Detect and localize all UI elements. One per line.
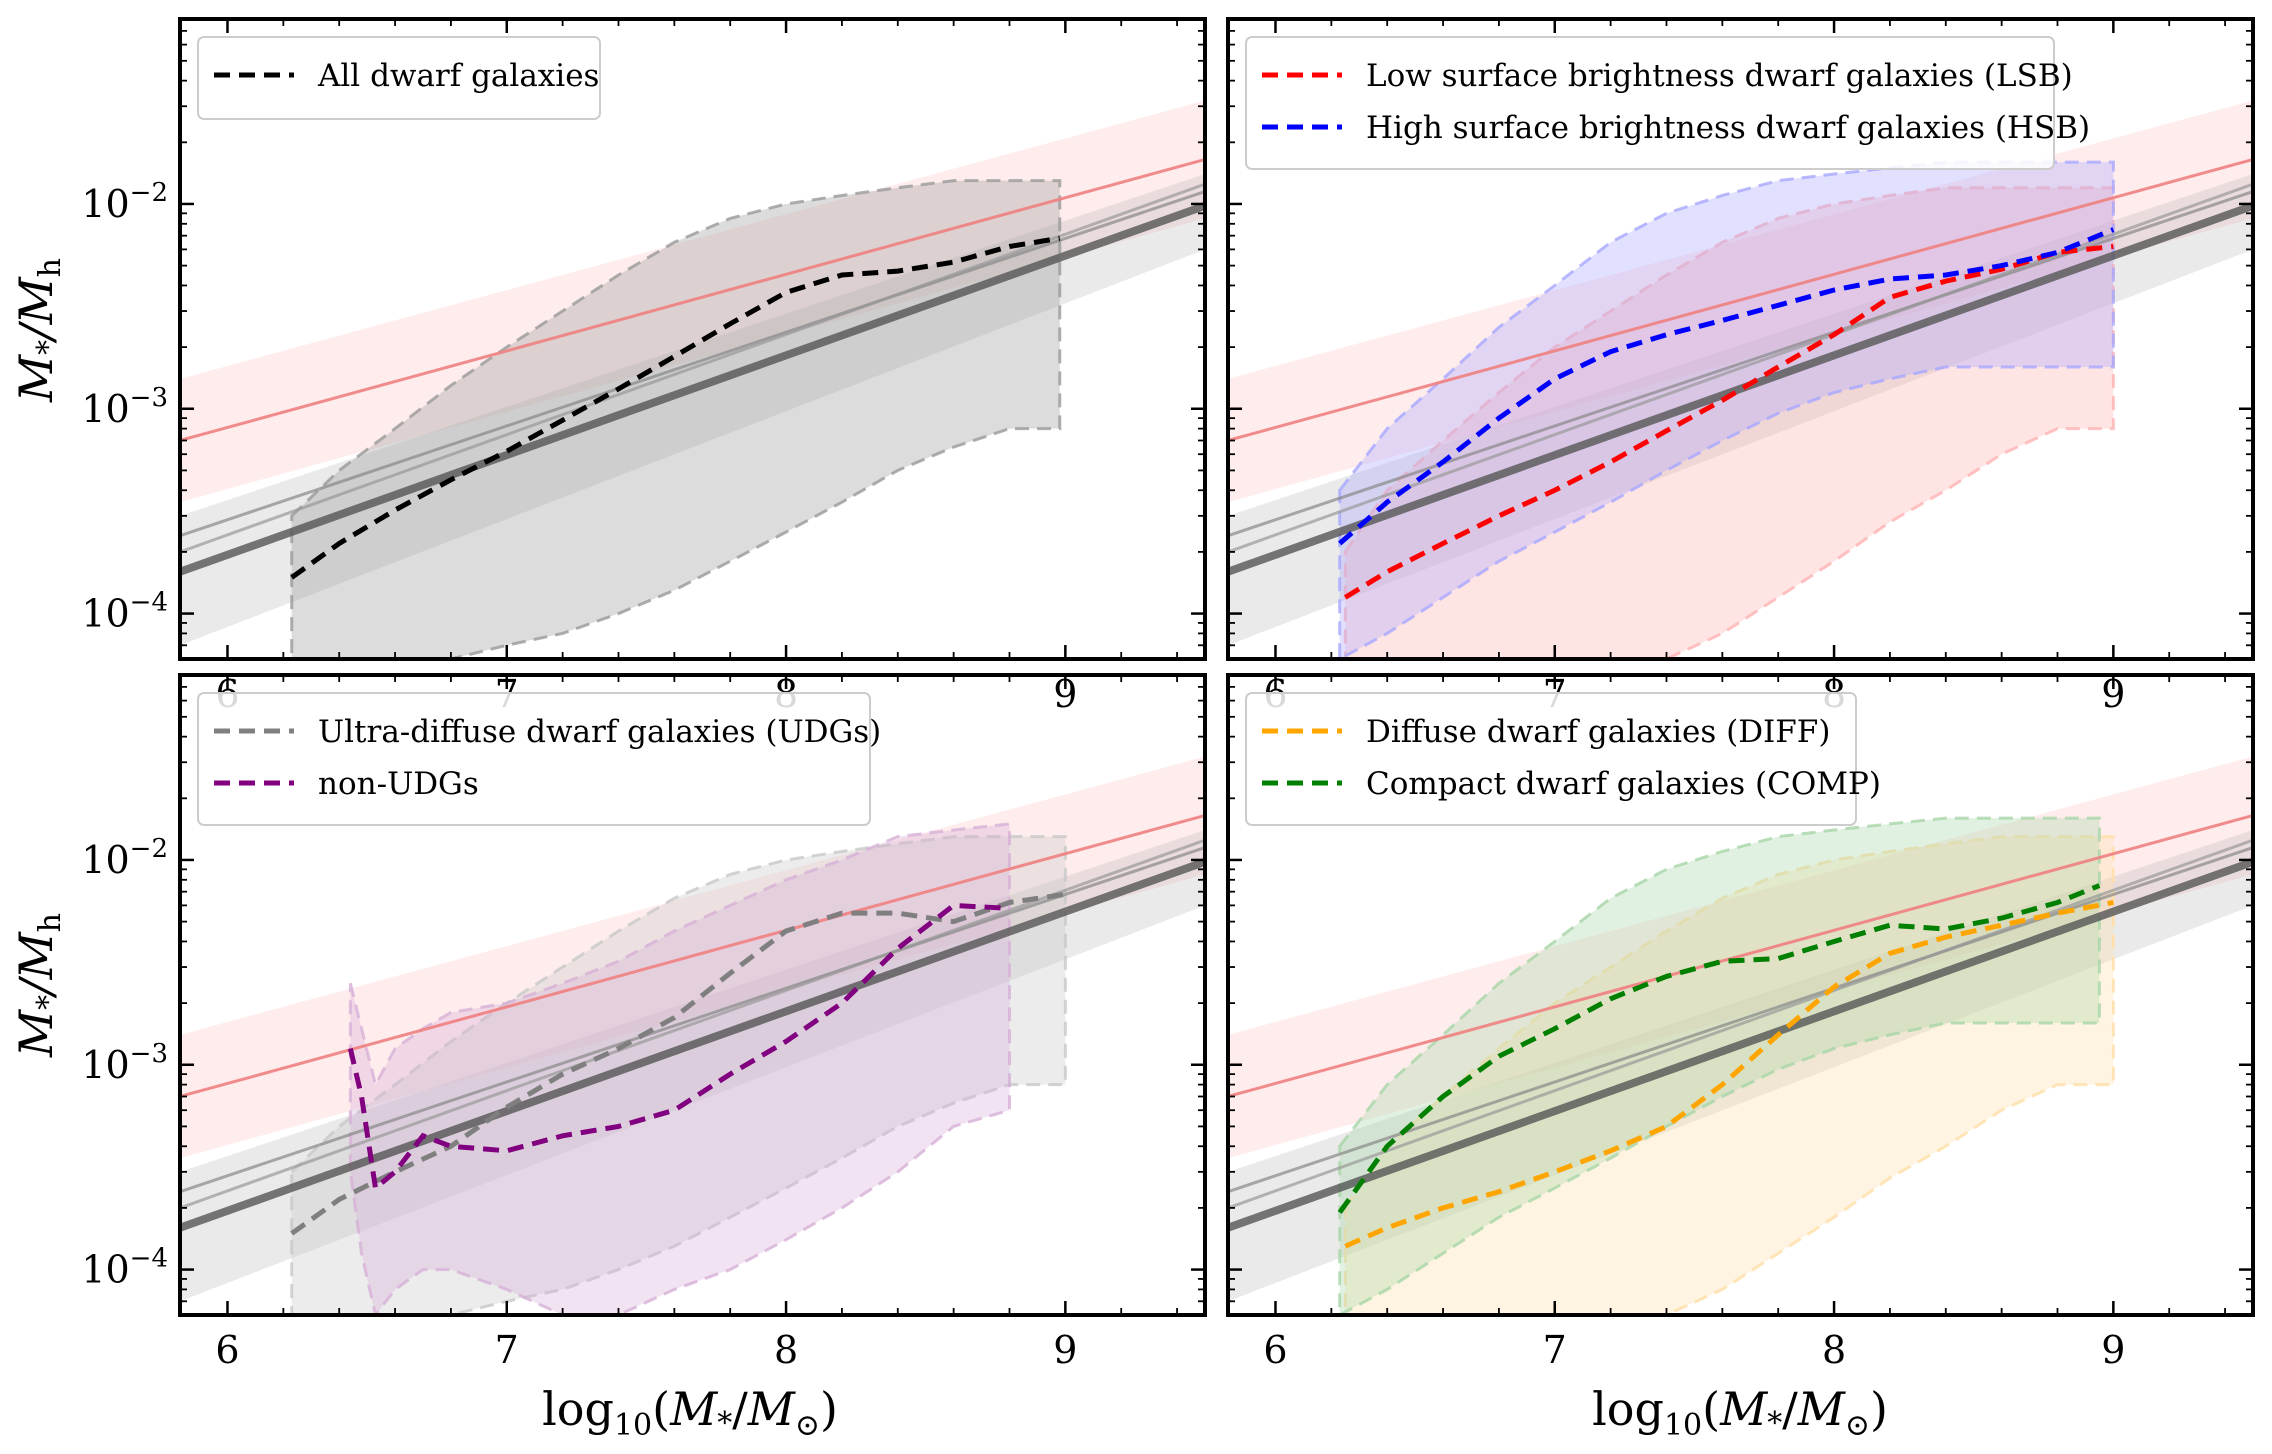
x-axis-label-left: log10(M*/M⊙) (542, 1382, 838, 1443)
legend-frame (197, 692, 871, 826)
legend-label: All dwarf galaxies (317, 58, 599, 94)
panel-3: 6 7 8 9 10−4 10−3 10−2 Ultra-diffuse dwarf gala… (81, 673, 1207, 1372)
axes-frame (1226, 673, 2255, 1317)
plot-area (180, 756, 1205, 1315)
gray-relation-line-alt-1 (1228, 846, 2253, 1194)
x-tick-label: 7 (495, 1328, 519, 1372)
y-tick-label: 10−3 (81, 1039, 168, 1087)
gray-relation-line-alt-2 (180, 182, 1205, 554)
x-tick-label: 6 (215, 1328, 239, 1372)
gray-relation-line-alt-2 (1228, 838, 2253, 1210)
legend-label: non-UDGs (318, 766, 479, 802)
gray-relation-band (180, 830, 1205, 1302)
x-tick-label: 9 (1053, 1328, 1077, 1372)
gray-relation-line-main (1228, 201, 2253, 576)
series-line-1 (1343, 243, 2114, 600)
series-line-1 (1344, 900, 2114, 1249)
gray-relation-band (1228, 174, 2253, 646)
legend-label: Compact dwarf galaxies (COMP) (1366, 766, 1881, 802)
legend: Ultra-diffuse dwarf galaxies (UDGs) non-U… (197, 692, 881, 826)
x-tick-label: 8 (1822, 1328, 1846, 1372)
legend: Diffuse dwarf galaxies (DIFF) Compact dwa… (1245, 692, 1881, 826)
gray-relation-line-main (1228, 857, 2253, 1232)
legend-label: Ultra-diffuse dwarf galaxies (UDGs) (318, 714, 881, 750)
y-tick-label: 10−4 (81, 1244, 168, 1292)
legend-label: Low surface brightness dwarf galaxies (L… (1366, 58, 2073, 94)
plot-area (1228, 100, 2253, 659)
axes-frame (178, 673, 1207, 1317)
plot-area (180, 100, 1205, 659)
series-line-2 (347, 902, 1010, 1193)
y-tick-label: 10−3 (81, 383, 168, 431)
series-line-1 (290, 891, 1066, 1236)
plot-area (1228, 756, 2253, 1315)
panel-4: 6 7 8 9 Diffuse dwarf galaxies (DIFF) Compact… (1226, 673, 2255, 1372)
gray-relation-line-alt-1 (180, 190, 1205, 538)
gray-relation-line-alt-1 (1228, 190, 2253, 538)
gray-relation-line-alt-2 (1228, 182, 2253, 554)
scatter-band-series-2 (348, 822, 1011, 1315)
scatter-band-series-1 (1343, 835, 2115, 1315)
x-tick-label: 6 (1263, 1328, 1287, 1372)
red-relation-line (1228, 813, 2253, 1098)
axes-frame (1226, 17, 2255, 661)
x-tick-label: 9 (2101, 1328, 2125, 1372)
red-relation-line (180, 157, 1205, 442)
scatter-band-series-1 (290, 179, 1062, 659)
legend: All dwarf galaxies (197, 36, 601, 120)
y-axis-label-top: M*/Mh (9, 258, 68, 403)
y-tick-label: 10−2 (81, 834, 168, 882)
series-line-2 (1338, 227, 2115, 546)
y-axis-label-bottom: M*/Mh (9, 913, 68, 1058)
legend-label: High surface brightness dwarf galaxies (… (1366, 110, 2090, 146)
y-tick-label: 10−2 (81, 178, 168, 226)
y-tick-label: 10−4 (81, 588, 168, 636)
axes-frame (178, 17, 1207, 661)
legend-label: Diffuse dwarf galaxies (DIFF) (1366, 714, 1830, 750)
x-tick-label: 8 (774, 1328, 798, 1372)
gray-relation-line-alt-2 (180, 838, 1205, 1210)
series-line-2 (1337, 883, 2101, 1214)
gray-relation-line-alt-1 (180, 846, 1205, 1194)
panel-2: 6789Low surface brightness dwarf galaxie… (1226, 17, 2255, 716)
legend: Low surface brightness dwarf galaxies (L… (1245, 36, 2090, 170)
gray-relation-band (180, 174, 1205, 646)
gray-relation-line-main (180, 857, 1205, 1232)
x-tick-label: 7 (1543, 1328, 1567, 1372)
legend-frame (1245, 692, 1857, 826)
legend-frame (197, 36, 601, 120)
gray-relation-line-main (180, 201, 1205, 576)
x-axis-label-right: log10(M*/M⊙) (1592, 1382, 1888, 1443)
legend-frame (1245, 36, 2055, 170)
red-relation-line (1228, 157, 2253, 442)
scatter-band-series-2 (1338, 816, 2101, 1315)
